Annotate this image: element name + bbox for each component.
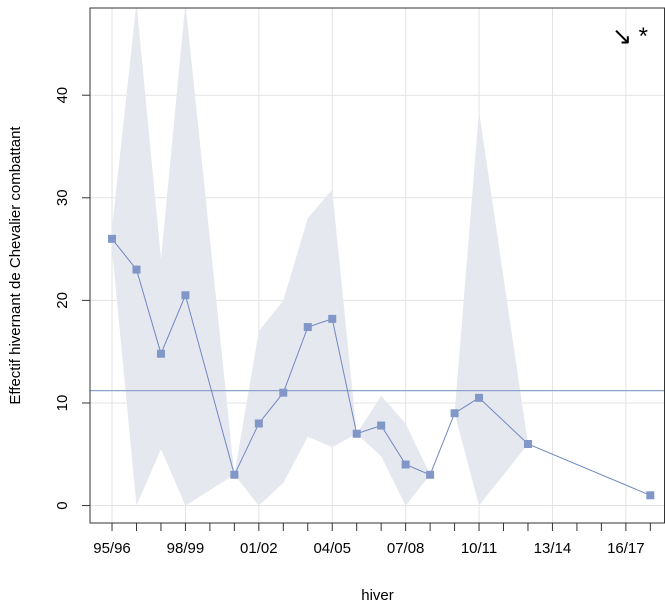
- x-tick-label: 13/14: [534, 540, 572, 557]
- y-tick-label: 30: [54, 189, 71, 206]
- data-point: [523, 440, 532, 449]
- x-tick-label: 10/11: [461, 540, 497, 557]
- data-point: [646, 491, 655, 500]
- data-point: [352, 429, 361, 438]
- y-tick-label: 0: [54, 501, 71, 509]
- x-tick-label: 16/17: [607, 540, 645, 557]
- y-axis-label: Effectif hivernant de Chevalier combatta…: [7, 126, 24, 405]
- data-point: [450, 409, 459, 418]
- x-tick-label: 98/99: [167, 540, 205, 557]
- trend-annotation: ↘ *: [612, 23, 648, 50]
- data-point: [132, 265, 141, 274]
- x-axis: 95/96 98/99 01/02 04/05 07/08 10/11 13/14 16/17: [93, 523, 651, 557]
- data-point: [328, 314, 337, 323]
- data-point: [426, 470, 435, 479]
- data-point: [279, 388, 288, 397]
- data-markers: [108, 234, 655, 500]
- x-tick-label: 04/05: [313, 540, 351, 557]
- x-tick-label: 07/08: [387, 540, 425, 557]
- confidence-band: [112, 8, 528, 506]
- data-point: [230, 470, 239, 479]
- data-point: [401, 460, 410, 469]
- data-point: [254, 419, 263, 428]
- data-point: [303, 323, 312, 332]
- x-tick-label: 95/96: [93, 540, 131, 557]
- data-point: [475, 393, 484, 402]
- data-point: [377, 421, 386, 430]
- y-tick-label: 10: [54, 395, 71, 412]
- data-point: [181, 291, 190, 300]
- x-axis-label: hiver: [361, 587, 394, 604]
- data-point: [108, 234, 117, 243]
- y-tick-label: 20: [54, 292, 71, 309]
- x-tick-label: 01/02: [240, 540, 278, 557]
- y-axis: 0 10 20 30 40: [54, 87, 90, 510]
- data-point: [156, 349, 165, 358]
- y-tick-label: 40: [54, 87, 71, 104]
